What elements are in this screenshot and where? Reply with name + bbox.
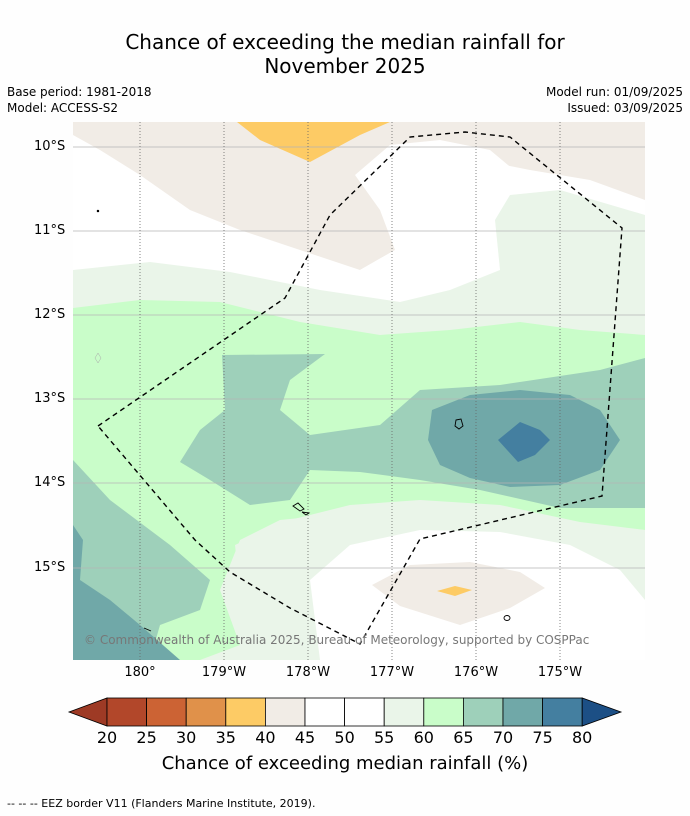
lon-label-176w: 176°W	[453, 665, 499, 680]
lat-label-14s: 14°S	[34, 475, 66, 490]
model-name: Model: ACCESS-S2	[7, 101, 119, 115]
lat-label-15s: 15°S	[34, 560, 66, 575]
eez-border	[97, 131, 623, 645]
contour-75-80	[498, 422, 550, 462]
colorbar-title: Chance of exceeding median rainfall (%)	[161, 753, 529, 774]
colorbar-tick-60: 60	[413, 728, 434, 747]
gridlines	[73, 122, 645, 660]
islands	[96, 209, 511, 632]
model-run: Model run: 01/09/2025	[545, 85, 683, 99]
lon-label-177w: 177°W	[369, 665, 415, 680]
colorbar-tick-55: 55	[374, 728, 395, 747]
colorbar-tick-65: 65	[453, 728, 474, 747]
lat-label-11s: 11°S	[34, 223, 66, 238]
contour-35-40-top	[237, 122, 390, 162]
colorbar-tick-35: 35	[215, 728, 236, 747]
title-line-1: Chance of exceeding the median rainfall …	[125, 30, 565, 54]
base-period: Base period: 1981-2018	[7, 85, 152, 99]
lon-label-179w: 179°W	[201, 665, 247, 680]
rainfall-contours	[73, 122, 645, 660]
contour-70-75-sw	[73, 525, 180, 660]
colorbar-tick-40: 40	[255, 728, 276, 747]
colorbar-tick-50: 50	[334, 728, 355, 747]
colorbar-tick-70: 70	[492, 728, 514, 747]
lat-label-12s: 12°S	[34, 307, 66, 322]
meta-right: Model run: 01/09/2025 Issued: 03/09/2025	[546, 84, 683, 116]
colorbar-tick-25: 25	[136, 728, 157, 747]
lat-label-13s: 13°S	[34, 391, 66, 406]
map-title: Chance of exceeding the median rainfall …	[0, 30, 690, 78]
meta-left: Base period: 1981-2018 Model: ACCESS-S2	[7, 84, 152, 116]
title-line-2: November 2025	[264, 54, 426, 78]
issued-date: Issued: 03/09/2025	[567, 101, 683, 115]
eez-footnote: -- -- -- EEZ border V11 (Flanders Marine…	[7, 797, 316, 810]
lat-label-10s: 10°S	[34, 139, 66, 154]
contour-35-40-lower	[437, 586, 472, 596]
contour-65-70-nw-dot	[94, 352, 102, 364]
colorbar-tick-75: 75	[532, 728, 553, 747]
colorbar-tick-20: 20	[96, 728, 118, 747]
lon-label-178w: 178°W	[285, 665, 331, 680]
colorbar-tick-80: 80	[572, 728, 593, 747]
copyright-notice: © Commonwealth of Australia 2025, Bureau…	[84, 633, 590, 647]
contour-white-top	[355, 140, 520, 300]
colorbar-tick-30: 30	[176, 728, 197, 747]
lon-label-175w: 175°W	[537, 665, 583, 680]
lon-label-180: 180°	[124, 665, 156, 680]
colorbar-tick-45: 45	[294, 728, 316, 747]
contour-40-45-top	[73, 122, 645, 270]
